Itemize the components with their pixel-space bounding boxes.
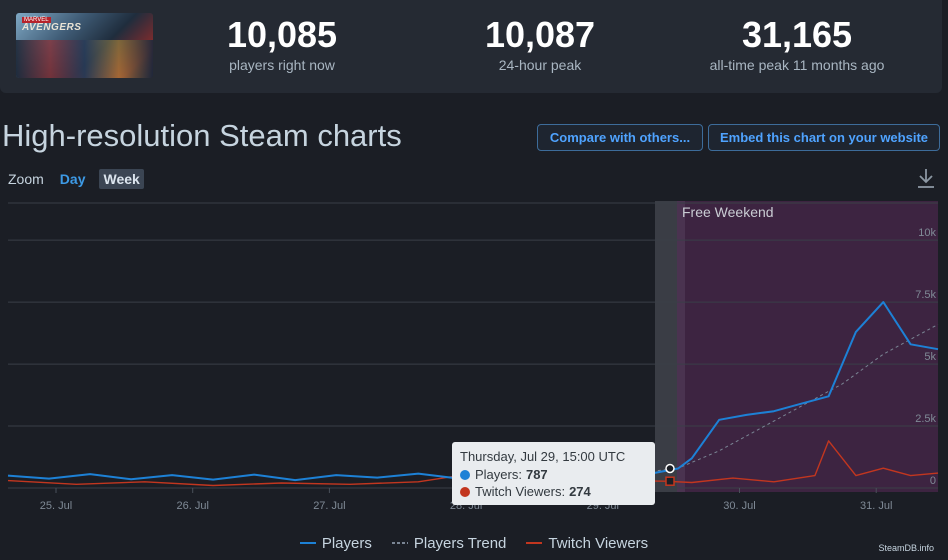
zoom-week-button[interactable]: Week	[99, 169, 144, 189]
capsule-logo: AVENGERS	[22, 22, 82, 33]
peak24-value: 10,087	[484, 14, 596, 55]
tooltip-date: Thursday, Jul 29, 15:00 UTC	[460, 449, 626, 464]
legend-twitch-label: Twitch Viewers	[548, 534, 649, 552]
hover-marker-twitch	[665, 476, 675, 486]
compare-button[interactable]: Compare with others...	[537, 124, 703, 151]
y-tick-label: 7.5k	[915, 289, 936, 301]
legend-trend-label: Players Trend	[413, 534, 507, 552]
game-capsule-image[interactable]: MARVEL AVENGERS	[16, 13, 153, 78]
player-chart[interactable]: Free Weekend 0 2.5k 5k 7.5k 10k 25. Jul 26. Jul…	[0, 195, 948, 525]
chart-tooltip: Thursday, Jul 29, 15:00 UTC Players: 787…	[452, 442, 655, 505]
free-weekend-band	[677, 201, 938, 492]
twitch-dot-icon	[460, 486, 470, 497]
x-tick-label: 30. Jul	[723, 500, 755, 512]
legend-trend-swatch	[391, 542, 408, 544]
capsule-art	[16, 40, 153, 78]
tooltip-players-value: 787	[525, 467, 548, 482]
y-tick-label: 0	[930, 475, 936, 487]
stats-bar: MARVEL AVENGERS 10,085 players right now…	[0, 0, 942, 93]
free-weekend-edge	[677, 201, 685, 492]
section-title: High-resolution Steam charts	[2, 118, 402, 153]
steamdb-credit: SteamDB.info	[878, 543, 934, 553]
download-icon[interactable]	[915, 166, 937, 190]
chart-canvas[interactable]: Free Weekend 0 2.5k 5k 7.5k 10k 25. Jul 26. Jul…	[0, 195, 948, 525]
x-tick-label: 27. Jul	[313, 500, 345, 512]
legend-twitch[interactable]: Twitch Viewers	[526, 533, 648, 553]
alltime-label: all-time peak 11 months ago	[709, 57, 885, 73]
tooltip-players-row: Players: 787	[460, 466, 647, 483]
stat-players-now: 10,085 players right now	[192, 14, 372, 74]
hover-marker-players	[665, 463, 675, 474]
tooltip-twitch-value: 274	[569, 484, 591, 499]
zoom-label: Zoom	[8, 171, 44, 187]
annotation-free-weekend: Free Weekend	[682, 204, 774, 220]
legend-players-label: Players	[321, 534, 372, 552]
x-tick-label: 26. Jul	[176, 500, 208, 512]
x-tick-label: 25. Jul	[40, 500, 72, 512]
players-dot-icon	[460, 469, 470, 480]
legend-players-swatch	[299, 542, 316, 544]
tooltip-twitch-label: Twitch Viewers:	[475, 484, 566, 499]
y-tick-label: 2.5k	[915, 413, 936, 425]
x-tick-label: 31. Jul	[860, 500, 892, 512]
chart-legend: Players Players Trend Twitch Viewers	[0, 533, 948, 553]
tooltip-players-label: Players:	[475, 467, 522, 482]
zoom-day-button[interactable]: Day	[59, 171, 86, 187]
embed-chart-button[interactable]: Embed this chart on your website	[708, 124, 940, 151]
stat-alltime-peak: 31,165 all-time peak 11 months ago	[687, 14, 907, 74]
tooltip-twitch-row: Twitch Viewers: 274	[460, 483, 647, 500]
y-tick-label: 10k	[918, 227, 936, 239]
y-tick-label: 5k	[924, 351, 936, 363]
legend-trend[interactable]: Players Trend	[391, 533, 507, 553]
players-now-label: players right now	[229, 57, 335, 73]
legend-twitch-swatch	[526, 542, 543, 544]
alltime-value: 31,165	[741, 14, 853, 55]
stat-24h-peak: 10,087 24-hour peak	[450, 14, 630, 74]
legend-players[interactable]: Players	[299, 533, 372, 553]
capsule-badge: MARVEL	[22, 17, 51, 23]
players-now-value: 10,085	[226, 14, 338, 55]
zoom-controls: Zoom Day Week	[8, 167, 154, 191]
peak24-label: 24-hour peak	[498, 57, 582, 73]
